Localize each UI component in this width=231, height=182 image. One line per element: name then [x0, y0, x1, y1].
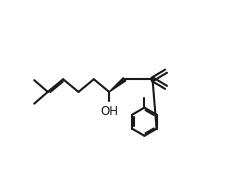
- Text: OH: OH: [100, 104, 118, 118]
- Polygon shape: [109, 78, 126, 92]
